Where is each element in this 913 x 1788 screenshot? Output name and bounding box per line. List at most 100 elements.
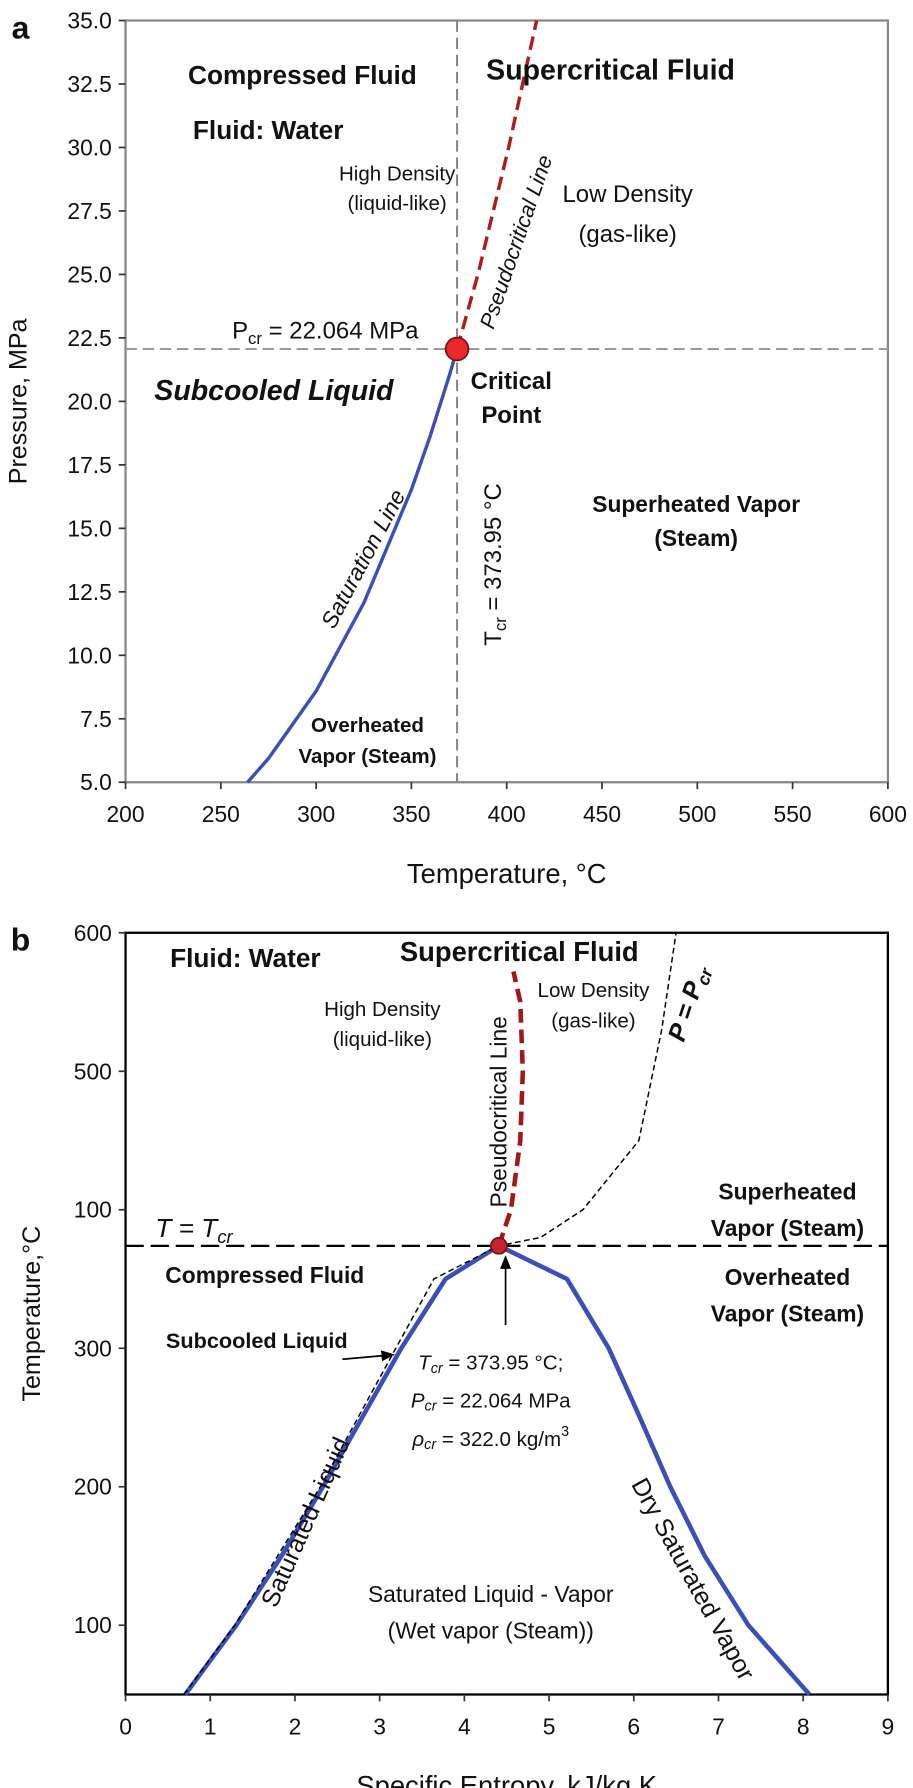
annotation-part: = 22.064 MPa	[437, 1389, 572, 1412]
x-tick-label: 3	[373, 1713, 386, 1739]
annotation: Saturated Liquid - Vapor	[368, 1581, 614, 1607]
annotation: T = Tcr	[155, 1213, 233, 1246]
annotation-part: T	[418, 1351, 432, 1374]
annotation: Overheated	[725, 1264, 851, 1290]
annotation-part: cr	[217, 1225, 233, 1246]
annotation: Low Density	[538, 978, 651, 1001]
annotation-part: Low Density	[562, 180, 692, 207]
annotation-part: (liquid-like)	[348, 191, 447, 214]
y-tick-label: 17.5	[67, 452, 111, 478]
y-tick-label: 7.5	[80, 706, 112, 732]
annotation-part: cr	[491, 617, 510, 631]
annotation: Vapor (Steam)	[298, 745, 436, 768]
series-label: Pseudocritical Line	[486, 1016, 512, 1207]
panel-label: a	[12, 9, 30, 45]
annotation-part: Saturated Liquid - Vapor	[368, 1581, 614, 1607]
x-tick-label: 200	[107, 801, 145, 827]
x-tick-label: 9	[882, 1713, 895, 1739]
y-axis-title: Temperature,°C	[18, 1226, 46, 1402]
critical-point	[444, 336, 470, 362]
x-tick-label: 4	[458, 1713, 471, 1739]
plot-frame	[124, 931, 890, 1696]
annotation: Vapor (Steam)	[711, 1215, 864, 1241]
x-tick-label: 250	[202, 801, 240, 827]
annotation-part: = 22.064 MPa	[262, 317, 419, 344]
series-label: Saturation Line	[315, 485, 410, 633]
annotation: Superheated Vapor	[592, 491, 800, 517]
annotation-part: Compressed Fluid	[165, 1262, 364, 1288]
annotation: Critical	[471, 367, 552, 394]
annotation-part: Compressed Fluid	[188, 60, 417, 90]
y-axis-title: Pressure, MPa	[4, 318, 32, 484]
x-axis-title: Specific Entropy, kJ/kg K	[356, 1770, 657, 1788]
y-tick-label: 500	[74, 1058, 112, 1084]
annotation-part: Fluid: Water	[193, 115, 344, 145]
y-tick-label: 600	[74, 920, 112, 946]
x-tick-label: 6	[627, 1713, 640, 1739]
x-tick-label: 2	[289, 1713, 302, 1739]
annotation: (Steam)	[654, 525, 738, 551]
x-tick-label: 8	[797, 1713, 810, 1739]
annotation-part: cr	[693, 965, 718, 988]
annotation-part: = 322.0 kg/m	[436, 1428, 561, 1451]
annotation: Subcooled Liquid	[166, 1327, 348, 1352]
annotation: Superheated	[718, 1179, 856, 1205]
annotation-part: High Density	[339, 162, 456, 185]
annotation-part: Point	[481, 402, 541, 429]
annotation-part: Supercritical Fluid	[400, 936, 639, 967]
annotation: Fluid: Water	[193, 115, 344, 145]
x-tick-label: 5	[543, 1713, 556, 1739]
annotation-part: Overheated	[725, 1264, 851, 1290]
panel-label: b	[11, 922, 31, 958]
annotation: Tcr = 373.95 °C	[480, 483, 510, 646]
y-tick-label: 30.0	[67, 134, 111, 160]
annotation: ρcr = 322.0 kg/m3	[411, 1424, 569, 1453]
arrow	[342, 1350, 396, 1362]
annotation-part: = 373.95 °C;	[443, 1351, 564, 1374]
annotation-part: T	[480, 631, 507, 646]
annotation-part: Vapor (Steam)	[711, 1215, 864, 1241]
annotation-part: P	[411, 1389, 425, 1412]
annotation-part: (liquid-like)	[333, 1027, 432, 1050]
x-tick-label: 1	[204, 1713, 217, 1739]
y-tick-label: 25.0	[67, 261, 111, 287]
annotation-part: cr	[424, 1437, 437, 1453]
y-tick-label: 20.0	[67, 388, 111, 414]
y-tick-label: 32.5	[67, 71, 111, 97]
annotation: (gas-like)	[578, 220, 676, 247]
annotation: Compressed Fluid	[165, 1262, 364, 1288]
annotation-part: Fluid: Water	[170, 943, 321, 973]
annotation-part: = 373.95 °C	[480, 483, 507, 617]
y-tick-label: 200	[74, 1474, 112, 1500]
annotation-part: Subcooled Liquid	[154, 375, 394, 407]
x-tick-label: 0	[119, 1713, 132, 1739]
series-line	[497, 1243, 812, 1697]
annotation-part: P = P	[663, 978, 709, 1045]
y-tick-label: 100	[74, 1197, 112, 1223]
annotation-part: (gas-like)	[551, 1009, 635, 1032]
series-line	[246, 348, 459, 784]
annotation: Fluid: Water	[170, 943, 321, 973]
series-line	[496, 971, 526, 1247]
annotation: Overheated	[311, 714, 424, 737]
annotation: (liquid-like)	[348, 191, 447, 214]
annotation-part: (Wet vapor (Steam))	[388, 1618, 594, 1644]
y-tick-label: 100	[74, 1612, 112, 1638]
series-line	[455, 20, 539, 350]
annotation: (gas-like)	[551, 1009, 635, 1032]
annotation-part: (gas-like)	[578, 220, 676, 247]
annotation-part: ρ	[411, 1428, 424, 1451]
annotation-part: Supercritical Fluid	[486, 55, 735, 87]
annotation-part: High Density	[324, 998, 441, 1021]
annotation-part: (Steam)	[654, 525, 738, 551]
y-tick-label: 12.5	[67, 579, 111, 605]
annotation-part: cr	[431, 1361, 444, 1377]
annotation: Tcr = 373.95 °C;	[418, 1351, 563, 1377]
annotation: Pcr = 22.064 MPa	[411, 1389, 571, 1415]
annotation: Subcooled Liquid	[154, 375, 394, 407]
annotation: P = Pcr	[663, 961, 717, 1046]
annotation-part: Low Density	[538, 978, 651, 1001]
x-tick-label: 600	[869, 801, 907, 827]
x-tick-label: 350	[392, 801, 430, 827]
